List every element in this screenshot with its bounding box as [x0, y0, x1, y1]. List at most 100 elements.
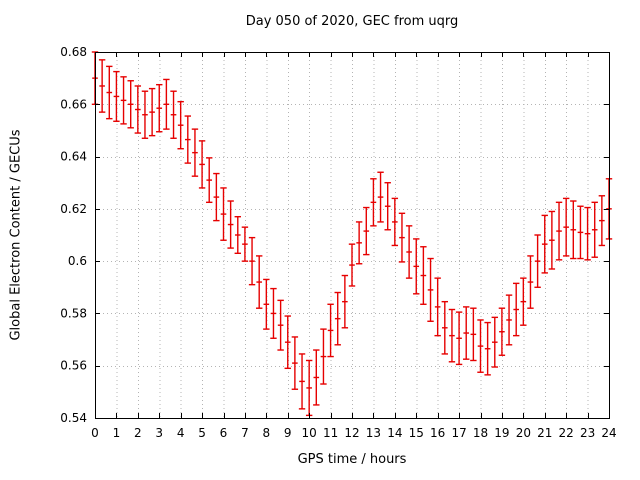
error-bar — [434, 277, 441, 337]
x-tick-label: 16 — [430, 426, 445, 440]
x-tick-label: 24 — [601, 426, 616, 440]
x-tick-label: 22 — [559, 426, 574, 440]
error-bar — [570, 200, 577, 260]
error-bar — [141, 90, 149, 139]
x-tick-label: 21 — [537, 426, 552, 440]
chart-title: Day 050 of 2020, GEC from uqrg — [245, 14, 459, 29]
error-bar — [177, 100, 184, 150]
error-bar — [320, 328, 327, 385]
error-bar — [291, 336, 299, 390]
error-bar — [206, 157, 213, 204]
error-bar — [391, 197, 399, 247]
x-tick-label: 11 — [323, 426, 338, 440]
error-bar — [270, 287, 277, 339]
error-bar — [113, 70, 120, 122]
x-tick-label: 5 — [198, 426, 206, 440]
error-bar — [370, 178, 377, 227]
x-tick-label: 7 — [241, 426, 249, 440]
x-tick-label: 17 — [451, 426, 466, 440]
error-bar — [477, 319, 484, 373]
error-bar — [441, 300, 448, 355]
error-bar — [513, 282, 520, 337]
x-tick-label: 15 — [409, 426, 424, 440]
error-bar — [463, 306, 470, 360]
x-tick-label: 10 — [302, 426, 317, 440]
error-bar — [106, 65, 113, 120]
error-bar — [455, 311, 463, 366]
error-bar — [170, 90, 177, 139]
error-bar — [305, 359, 313, 417]
x-tick-label: 9 — [284, 426, 292, 440]
y-tick-label: 0.6 — [68, 254, 87, 268]
error-bar — [348, 243, 356, 287]
error-bar — [334, 291, 341, 346]
error-bar — [355, 221, 363, 265]
error-bar — [213, 172, 220, 222]
error-bar — [241, 226, 249, 262]
error-bar — [598, 195, 606, 247]
error-bar — [470, 307, 477, 362]
error-bar — [148, 87, 156, 137]
error-bar — [227, 200, 234, 249]
x-tick-label: 1 — [113, 426, 121, 440]
error-bar — [220, 187, 227, 241]
error-bar — [484, 321, 491, 376]
error-bar — [384, 182, 391, 231]
x-tick-label: 12 — [344, 426, 359, 440]
x-tick-label: 8 — [263, 426, 271, 440]
error-bar — [541, 214, 548, 274]
error-bar — [448, 308, 456, 363]
error-bar — [520, 277, 527, 326]
x-tick-label: 19 — [494, 426, 509, 440]
error-bar — [191, 128, 199, 177]
error-bar — [527, 255, 534, 309]
error-bar — [413, 238, 420, 295]
error-bar — [420, 246, 427, 305]
y-tick-label: 0.58 — [60, 306, 87, 320]
error-bar — [156, 83, 163, 133]
error-bar — [277, 299, 284, 351]
error-bar — [184, 115, 191, 164]
y-tick-label: 0.66 — [60, 97, 87, 111]
error-bar — [134, 85, 142, 134]
y-tick-label: 0.68 — [60, 45, 87, 59]
error-bar — [248, 236, 256, 286]
error-bar — [498, 307, 506, 356]
error-bar — [377, 171, 384, 223]
error-bar — [313, 349, 320, 406]
error-bar — [491, 316, 498, 368]
error-bar — [591, 201, 598, 258]
x-tick-label: 13 — [366, 426, 381, 440]
error-bar — [398, 212, 406, 263]
x-tick-label: 23 — [580, 426, 595, 440]
x-tick-label: 14 — [387, 426, 402, 440]
x-tick-label: 6 — [220, 426, 228, 440]
error-bar — [163, 78, 170, 130]
plot-border — [95, 52, 610, 419]
error-bar — [534, 234, 541, 288]
x-tick-label: 2 — [134, 426, 142, 440]
error-bar — [298, 353, 306, 410]
x-tick-label: 0 — [91, 426, 99, 440]
error-bar — [555, 201, 563, 261]
error-bar — [584, 206, 591, 261]
error-bar — [505, 294, 513, 346]
error-bar — [363, 206, 370, 256]
error-bar — [405, 225, 413, 279]
x-axis-label: GPS time / hours — [297, 452, 407, 467]
error-bar — [120, 76, 127, 125]
error-bar — [198, 140, 206, 189]
error-bar — [98, 59, 106, 113]
y-tick-label: 0.64 — [60, 150, 87, 164]
error-bar — [562, 197, 570, 257]
error-bar — [548, 210, 556, 270]
y-tick-label: 0.54 — [60, 411, 87, 425]
error-bar — [127, 80, 134, 129]
error-bar — [256, 255, 263, 309]
error-bar — [284, 315, 291, 370]
error-bar — [427, 257, 434, 322]
error-bar — [577, 205, 584, 260]
x-tick-label: 20 — [516, 426, 531, 440]
